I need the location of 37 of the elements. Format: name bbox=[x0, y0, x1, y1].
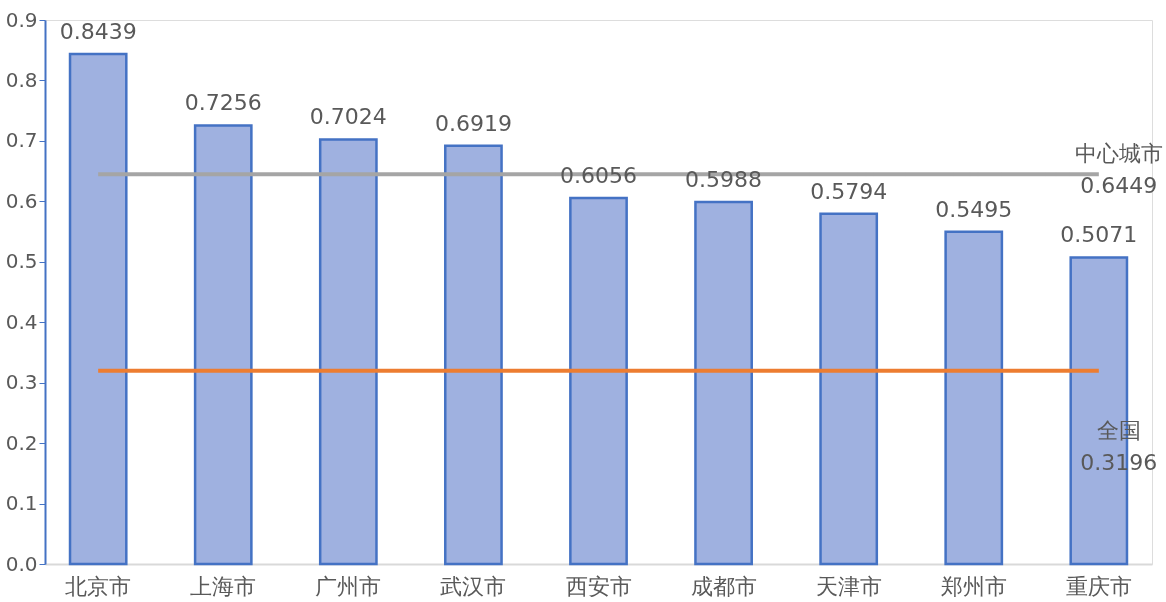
data-label: 0.5988 bbox=[685, 167, 763, 193]
y-tick-label: 0.9 bbox=[5, 7, 38, 32]
bar bbox=[318, 138, 378, 566]
y-tick-label: 0.5 bbox=[5, 249, 38, 274]
bar bbox=[193, 124, 253, 566]
data-label: 0.7256 bbox=[184, 90, 262, 116]
x-tick-label: 重庆市 bbox=[1065, 573, 1132, 599]
y-tick-label: 0.3 bbox=[5, 370, 38, 395]
x-tick-label: 郑州市 bbox=[940, 573, 1007, 599]
data-label: 0.5495 bbox=[935, 196, 1013, 222]
x-tick-label: 武汉市 bbox=[440, 573, 507, 599]
y-tick-label: 0.1 bbox=[5, 491, 38, 516]
y-tick-label: 0.6 bbox=[5, 188, 38, 213]
y-tick-label: 0.0 bbox=[5, 551, 38, 576]
bar bbox=[694, 200, 753, 566]
x-tick-label: 天津市 bbox=[815, 573, 882, 599]
x-tick-label: 北京市 bbox=[65, 573, 132, 599]
bar bbox=[819, 212, 879, 566]
y-tick-label: 0.2 bbox=[5, 430, 38, 455]
data-label: 0.5794 bbox=[810, 178, 888, 204]
ref-line-label: 中心城市 0.6449 bbox=[1074, 141, 1163, 199]
data-label: 0.6056 bbox=[560, 162, 637, 188]
y-tick-label: 0.7 bbox=[5, 128, 38, 153]
x-tick-label: 成都市 bbox=[690, 573, 757, 599]
x-tick-label: 西安市 bbox=[565, 573, 632, 599]
x-tick-label: 广州市 bbox=[315, 573, 382, 599]
bar bbox=[944, 230, 1004, 566]
y-tick-label: 0.4 bbox=[5, 309, 38, 334]
x-tick-label: 上海市 bbox=[190, 573, 257, 599]
data-label: 0.5071 bbox=[1060, 222, 1138, 248]
data-label: 0.6919 bbox=[434, 110, 512, 136]
y-tick-label: 0.8 bbox=[5, 67, 38, 92]
bar bbox=[569, 196, 628, 566]
bar bbox=[68, 52, 128, 566]
data-label: 0.8439 bbox=[59, 18, 137, 44]
data-label: 0.7024 bbox=[309, 104, 387, 130]
bar bbox=[444, 144, 503, 566]
